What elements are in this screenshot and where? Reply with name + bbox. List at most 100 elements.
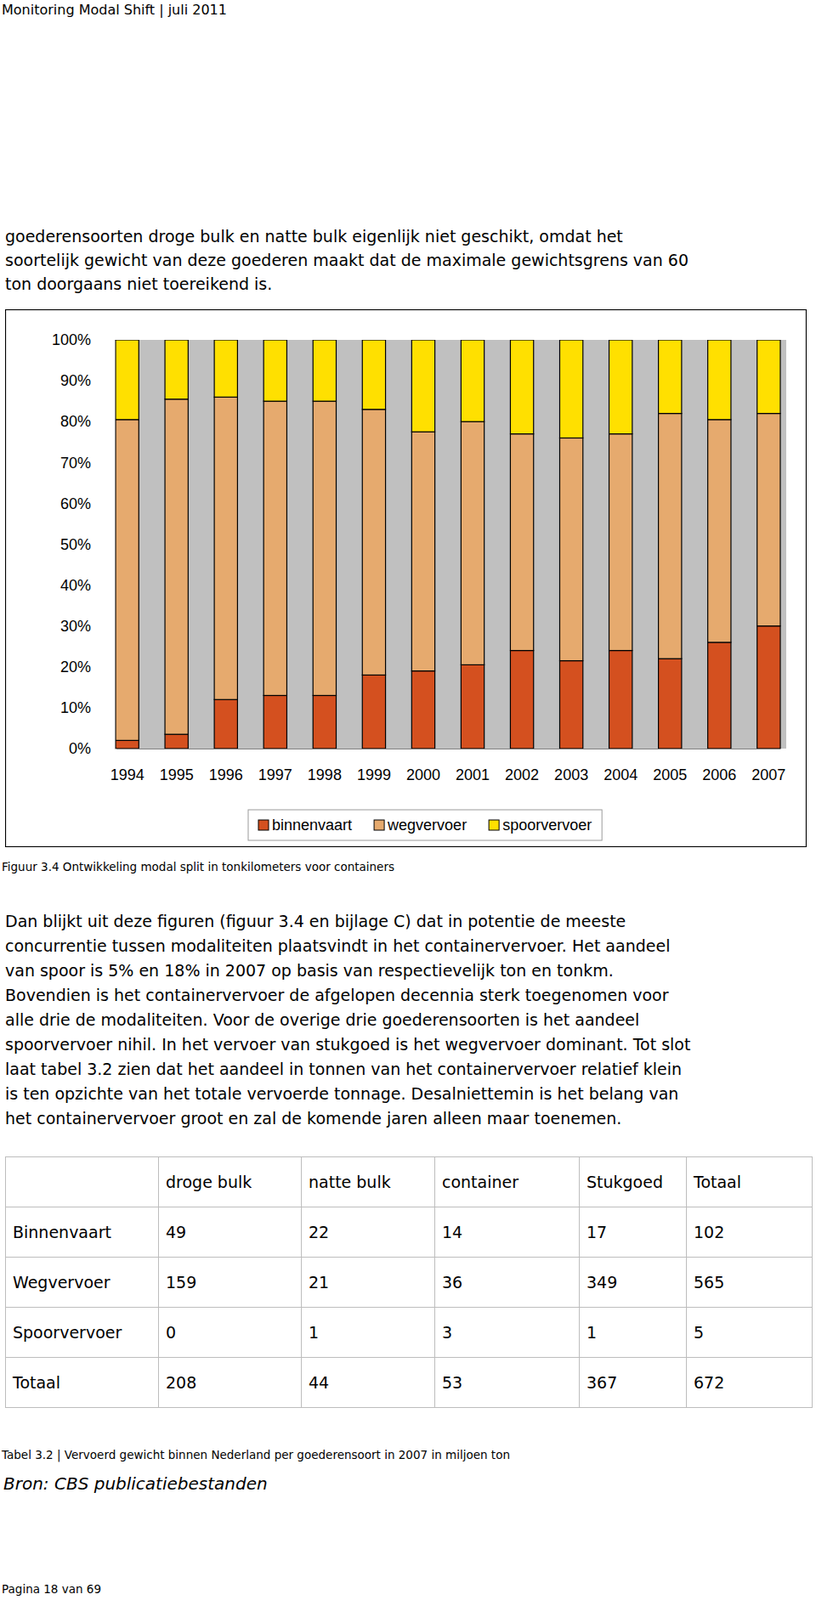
paragraph-line: ton doorgaans niet toereikend is. bbox=[5, 272, 272, 296]
table-row: Spoorvervoer01315 bbox=[5, 1308, 813, 1359]
bar-segment bbox=[312, 695, 336, 749]
table-cell: 565 bbox=[686, 1258, 813, 1309]
x-tick: 2006 bbox=[702, 748, 737, 784]
paragraph-line: Dan blijkt uit deze figuren (figuur 3.4 … bbox=[5, 909, 626, 935]
bar-segment bbox=[510, 434, 533, 652]
x-tick-label: 1997 bbox=[258, 766, 293, 784]
table-cell: 14 bbox=[435, 1207, 580, 1258]
bar-segment bbox=[263, 401, 287, 696]
x-tick-label: 1998 bbox=[307, 766, 342, 784]
table-cell: 53 bbox=[435, 1358, 580, 1409]
table-row: Binnenvaart49221417102 bbox=[5, 1207, 813, 1258]
x-tick-label: 1995 bbox=[159, 766, 194, 784]
bar-segment bbox=[609, 651, 633, 749]
paragraph-line: van spoor is 5% en 18% in 2007 op basis … bbox=[5, 958, 614, 984]
bar-segment bbox=[559, 661, 583, 749]
y-tick: 80% bbox=[60, 413, 115, 431]
bar-segment bbox=[263, 340, 287, 402]
bar-segment bbox=[115, 740, 139, 749]
y-tick: 20% bbox=[60, 658, 115, 676]
x-tick: 2000 bbox=[406, 748, 441, 784]
bar-segment bbox=[312, 401, 336, 696]
x-tick-label: 1994 bbox=[110, 766, 145, 784]
table-cell: 3 bbox=[435, 1308, 580, 1359]
table-cell: 49 bbox=[158, 1207, 302, 1258]
bar-segment bbox=[658, 658, 682, 749]
bar-segment bbox=[609, 434, 633, 652]
y-tick-label: 20% bbox=[60, 658, 91, 676]
bar-segment bbox=[559, 340, 583, 438]
bar-segment bbox=[214, 340, 238, 397]
table-row: Totaal2084453367672 bbox=[5, 1358, 813, 1409]
x-tick: 2003 bbox=[554, 748, 589, 784]
table-caption: Tabel 3.2 | Vervoerd gewicht binnen Nede… bbox=[1, 1448, 510, 1462]
y-tick: 0% bbox=[68, 740, 115, 758]
bar-segment bbox=[362, 340, 386, 410]
x-tick: 2005 bbox=[652, 748, 687, 784]
x-tick: 2007 bbox=[751, 748, 786, 784]
bars bbox=[115, 340, 781, 749]
table-header-cell: container bbox=[435, 1157, 580, 1208]
x-tick: 2002 bbox=[504, 748, 539, 784]
bar-segment bbox=[263, 695, 287, 749]
page-header: Monitoring Modal Shift | juli 2011 bbox=[1, 1, 227, 18]
legend-label: wegvervoer bbox=[386, 816, 467, 834]
source-note: Bron: CBS publicatiebestanden bbox=[3, 1473, 268, 1495]
x-tick-label: 2002 bbox=[504, 766, 539, 784]
table-header-row: droge bulknatte bulkcontainerStukgoedTot… bbox=[5, 1157, 813, 1208]
paragraph-line: laat tabel 3.2 zien dat het aandeel in t… bbox=[5, 1057, 682, 1083]
table-header-cell: Totaal bbox=[686, 1157, 813, 1208]
y-tick-label: 90% bbox=[60, 372, 91, 390]
bar-segment bbox=[411, 431, 435, 671]
paragraph-line: is ten opzichte van het totale vervoerde… bbox=[5, 1082, 679, 1107]
x-tick-label: 2004 bbox=[603, 766, 638, 784]
x-tick: 1998 bbox=[307, 748, 342, 784]
legend-label: spoorvervoer bbox=[502, 816, 592, 834]
table-cell: 672 bbox=[686, 1358, 813, 1409]
bar-segment bbox=[708, 340, 731, 420]
bar-segment bbox=[115, 419, 139, 742]
y-tick: 70% bbox=[60, 454, 115, 472]
table-row-label: Spoorvervoer bbox=[5, 1308, 159, 1359]
bar-segment bbox=[460, 421, 484, 665]
bar-segment bbox=[115, 340, 139, 420]
bar-segment bbox=[658, 413, 682, 660]
page: Monitoring Modal Shift | juli 2011 goeder… bbox=[0, 0, 816, 1600]
bar-segment bbox=[510, 651, 533, 749]
y-tick-label: 40% bbox=[60, 577, 91, 595]
table-row-label: Wegvervoer bbox=[5, 1258, 159, 1309]
bar-segment bbox=[411, 671, 435, 749]
paragraph-line: spoorvervoer nihil. In het vervoer van s… bbox=[5, 1032, 691, 1058]
bar-segment bbox=[411, 340, 435, 432]
y-tick: 100% bbox=[51, 331, 115, 349]
x-axis-line bbox=[116, 748, 782, 750]
legend-swatch bbox=[488, 820, 499, 831]
paragraph-line: soortelijk gewicht van deze goederen maa… bbox=[5, 248, 689, 272]
y-tick: 10% bbox=[60, 699, 115, 717]
x-tick: 2001 bbox=[455, 748, 490, 784]
table-row-label: Totaal bbox=[5, 1358, 159, 1409]
chart: 0%10%20%30%40%50%60%70%80%90%100%1994199… bbox=[5, 309, 807, 848]
table-cell: 102 bbox=[686, 1207, 813, 1258]
y-tick-label: 0% bbox=[68, 740, 91, 758]
bar-segment bbox=[362, 409, 386, 676]
table-cell: 349 bbox=[579, 1258, 687, 1309]
y-axis-line bbox=[114, 340, 116, 750]
legend: binnenvaartwegvervoerspoorvervoer bbox=[248, 810, 602, 841]
paragraph-line: goederensoorten droge bulk en natte bulk… bbox=[5, 224, 624, 249]
y-tick: 50% bbox=[60, 536, 115, 554]
chart-frame bbox=[5, 310, 807, 848]
table-row-label: Binnenvaart bbox=[5, 1207, 159, 1258]
x-tick-label: 2006 bbox=[702, 766, 737, 784]
bar-segment bbox=[460, 340, 484, 422]
table-header-cell: Stukgoed bbox=[579, 1157, 687, 1208]
paragraph-line: Bovendien is het containervervoer de afg… bbox=[5, 983, 669, 1009]
x-tick-label: 2005 bbox=[652, 766, 687, 784]
table-cell: 1 bbox=[579, 1308, 687, 1359]
table-header-cell: natte bulk bbox=[301, 1157, 436, 1208]
paragraph-line: alle drie de modaliteiten. Voor de overi… bbox=[5, 1008, 640, 1033]
page-footer: Pagina 18 van 69 bbox=[1, 1582, 102, 1597]
x-tick-label: 2000 bbox=[406, 766, 441, 784]
y-tick: 90% bbox=[60, 372, 115, 390]
bar-segment bbox=[757, 413, 781, 627]
